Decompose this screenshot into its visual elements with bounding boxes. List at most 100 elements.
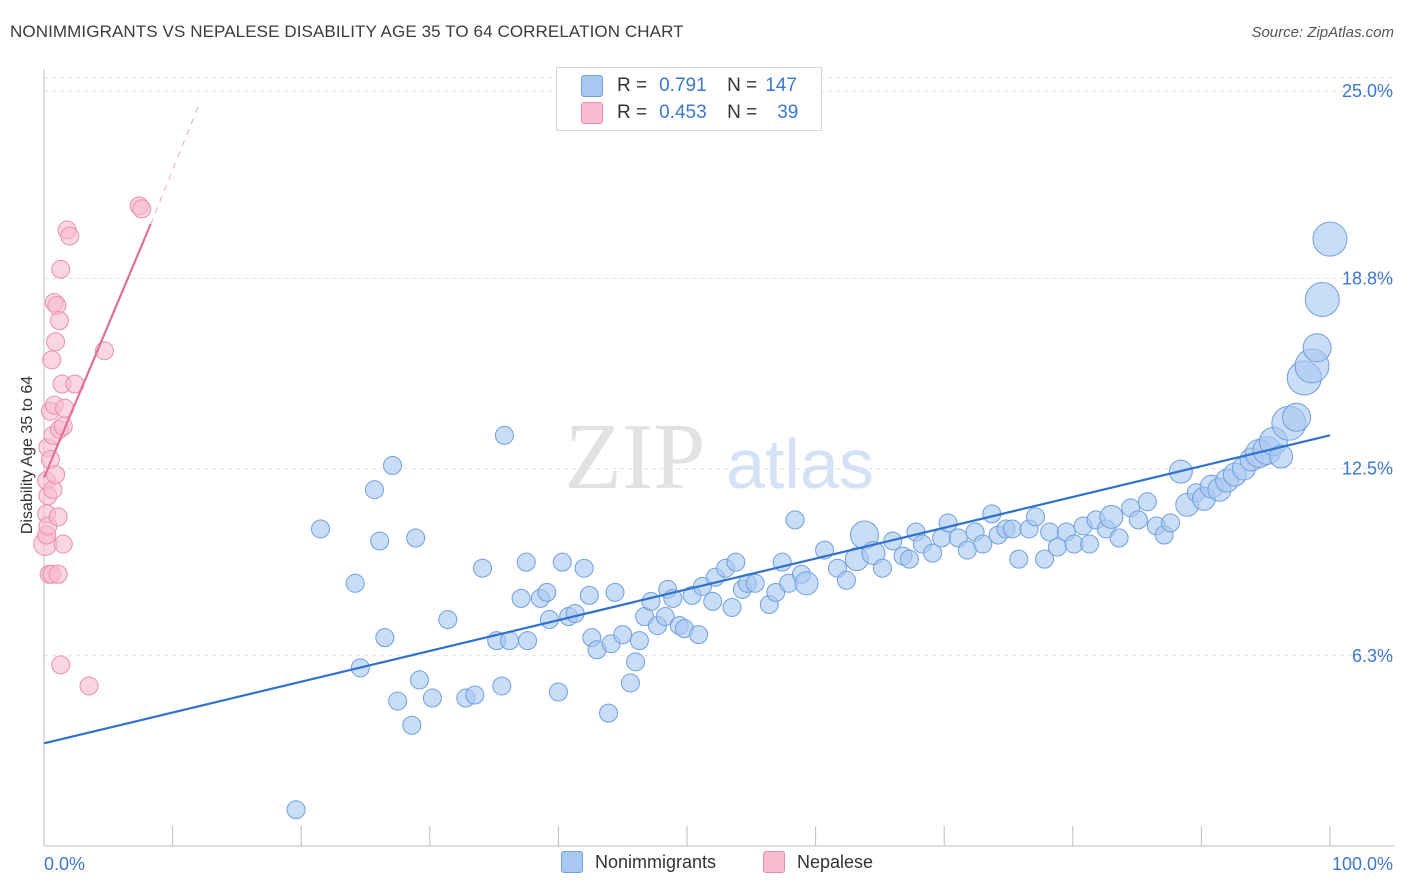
nepalese-point-35[interactable] <box>132 199 152 219</box>
x-tick-label-max: 100.0% <box>1332 854 1393 874</box>
nonimmigrants-point-60[interactable] <box>745 573 765 593</box>
nonimmigrants-point-93[interactable] <box>1026 507 1046 527</box>
nonimmigrants-point-80[interactable] <box>923 543 943 563</box>
nepalese-point-17[interactable] <box>46 465 66 485</box>
nonimmigrants-point-11[interactable] <box>410 670 430 690</box>
nonimmigrants-point-5[interactable] <box>370 531 390 551</box>
nonimmigrants-point-10[interactable] <box>406 528 426 548</box>
nonimmigrants-point-0[interactable] <box>286 800 306 820</box>
nepalese-point-16[interactable] <box>46 332 66 352</box>
nonimmigrants-point-65[interactable] <box>785 510 805 530</box>
nonimmigrants-point-16[interactable] <box>473 558 493 578</box>
nonimmigrants-point-129[interactable] <box>1302 333 1332 363</box>
n-value: 147 <box>765 75 797 96</box>
nepalese-point-30[interactable] <box>60 226 80 246</box>
nonimmigrants-point-12[interactable] <box>422 688 442 708</box>
nonimmigrants-point-131[interactable] <box>1312 221 1348 257</box>
nonimmigrants-point-126[interactable] <box>1282 402 1312 432</box>
nonimmigrants-point-1[interactable] <box>310 519 330 539</box>
nonimmigrants-point-6[interactable] <box>375 628 395 648</box>
n-label: N = <box>727 75 758 96</box>
nepalese-point-23[interactable] <box>51 259 71 279</box>
nonimmigrants-point-94[interactable] <box>1035 549 1055 569</box>
nonimmigrants-point-25[interactable] <box>537 582 557 602</box>
nepalese-swatch <box>581 102 603 124</box>
nonimmigrants-point-13[interactable] <box>438 610 458 630</box>
y-tick-label-3: 25.0% <box>1342 81 1393 101</box>
nonimmigrants-point-103[interactable] <box>1099 504 1124 529</box>
nonimmigrants-point-57[interactable] <box>726 552 746 572</box>
nonimmigrants-point-130[interactable] <box>1304 281 1340 317</box>
nonimmigrants-point-2[interactable] <box>345 573 365 593</box>
y-tick-label-2: 18.8% <box>1342 268 1393 288</box>
trendlines <box>42 106 1331 745</box>
nonimmigrants-point-73[interactable] <box>861 541 886 566</box>
nonimmigrants-point-45[interactable] <box>655 607 675 627</box>
legend-label: Nonimmigrants <box>595 851 717 872</box>
nonimmigrants-swatch <box>581 75 603 97</box>
nonimmigrants-point-40[interactable] <box>626 652 646 672</box>
nonimmigrants-point-21[interactable] <box>511 588 531 608</box>
nepalese-point-26[interactable] <box>53 534 73 554</box>
nonimmigrants-point-104[interactable] <box>1109 528 1129 548</box>
nonimmigrants-point-90[interactable] <box>1002 519 1022 539</box>
nonimmigrants-point-37[interactable] <box>605 582 625 602</box>
nepalese-point-19[interactable] <box>48 507 68 527</box>
nonimmigrants-point-4[interactable] <box>365 480 385 500</box>
nonimmigrants-point-56[interactable] <box>722 597 742 617</box>
nonimmigrants-point-38[interactable] <box>613 625 633 645</box>
r-value: 0.453 <box>659 102 707 123</box>
nonimmigrants-point-53[interactable] <box>703 591 723 611</box>
correlation-legend: R = 0.791 N = 147 R = 0.453 N = 39 <box>556 67 822 131</box>
nonimmigrants-point-9[interactable] <box>402 715 422 735</box>
nonimmigrants-point-15[interactable] <box>465 685 485 705</box>
nonimmigrants-point-22[interactable] <box>516 552 536 572</box>
nonimmigrants-point-7[interactable] <box>383 456 403 476</box>
nonimmigrants-point-74[interactable] <box>872 558 892 578</box>
nonimmigrants-point-19[interactable] <box>494 425 514 445</box>
nonimmigrants-point-100[interactable] <box>1080 534 1100 554</box>
nonimmigrants-point-77[interactable] <box>899 549 919 569</box>
nonimmigrants-points <box>286 221 1348 820</box>
nonimmigrants-point-124[interactable] <box>1269 444 1294 469</box>
nonimmigrants-point-31[interactable] <box>574 558 594 578</box>
nepalese-point-10[interactable] <box>42 350 62 370</box>
nonimmigrants-point-110[interactable] <box>1161 513 1181 533</box>
nonimmigrants-point-67[interactable] <box>794 571 819 596</box>
nonimmigrants-point-28[interactable] <box>552 552 572 572</box>
nepalese-point-22[interactable] <box>49 311 69 331</box>
legend-item-nepalese[interactable]: Nepalese <box>763 851 873 873</box>
nonimmigrants-point-23[interactable] <box>518 631 538 651</box>
series-legend: Nonimmigrants Nepalese <box>0 851 1406 879</box>
nonimmigrants-point-18[interactable] <box>492 676 512 696</box>
nepalese-points <box>33 196 152 696</box>
nepalese-trendline <box>42 223 152 479</box>
nonimmigrants-point-35[interactable] <box>599 703 619 723</box>
legend-item-nonimmigrants[interactable]: Nonimmigrants <box>561 851 716 873</box>
nonimmigrants-point-26[interactable] <box>539 610 559 630</box>
nonimmigrants-point-62[interactable] <box>766 582 786 602</box>
nonimmigrants-point-106[interactable] <box>1128 510 1148 530</box>
nonimmigrants-point-27[interactable] <box>548 682 568 702</box>
n-value: 39 <box>777 102 799 123</box>
nonimmigrants-point-43[interactable] <box>641 591 661 611</box>
nepalese-point-24[interactable] <box>51 655 71 675</box>
nepalese-swatch <box>763 851 785 873</box>
watermark-atlas: atlas <box>726 425 874 503</box>
tick-labels: 6.3% 12.5% 18.8% 25.0% 0.0% 100.0% <box>44 81 1393 874</box>
nonimmigrants-point-8[interactable] <box>388 691 408 711</box>
x-tick-label-min: 0.0% <box>44 854 85 874</box>
nepalese-point-32[interactable] <box>79 676 99 696</box>
nonimmigrants-point-41[interactable] <box>629 631 649 651</box>
nonimmigrants-point-39[interactable] <box>620 673 640 693</box>
nonimmigrants-point-32[interactable] <box>579 585 599 605</box>
nonimmigrants-point-70[interactable] <box>836 570 856 590</box>
nonimmigrants-point-107[interactable] <box>1137 492 1157 512</box>
nonimmigrants-point-91[interactable] <box>1009 549 1029 569</box>
nepalese-point-20[interactable] <box>48 564 68 584</box>
legend-label: Nepalese <box>797 851 874 872</box>
nonimmigrants-point-51[interactable] <box>689 625 709 645</box>
nonimmigrants-swatch <box>561 851 583 873</box>
nonimmigrants-point-86[interactable] <box>973 534 993 554</box>
